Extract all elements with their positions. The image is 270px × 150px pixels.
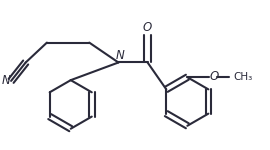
Text: CH₃: CH₃	[234, 72, 253, 82]
Text: N: N	[2, 74, 11, 87]
Text: O: O	[143, 21, 152, 34]
Text: O: O	[210, 70, 219, 83]
Text: N: N	[116, 49, 125, 62]
